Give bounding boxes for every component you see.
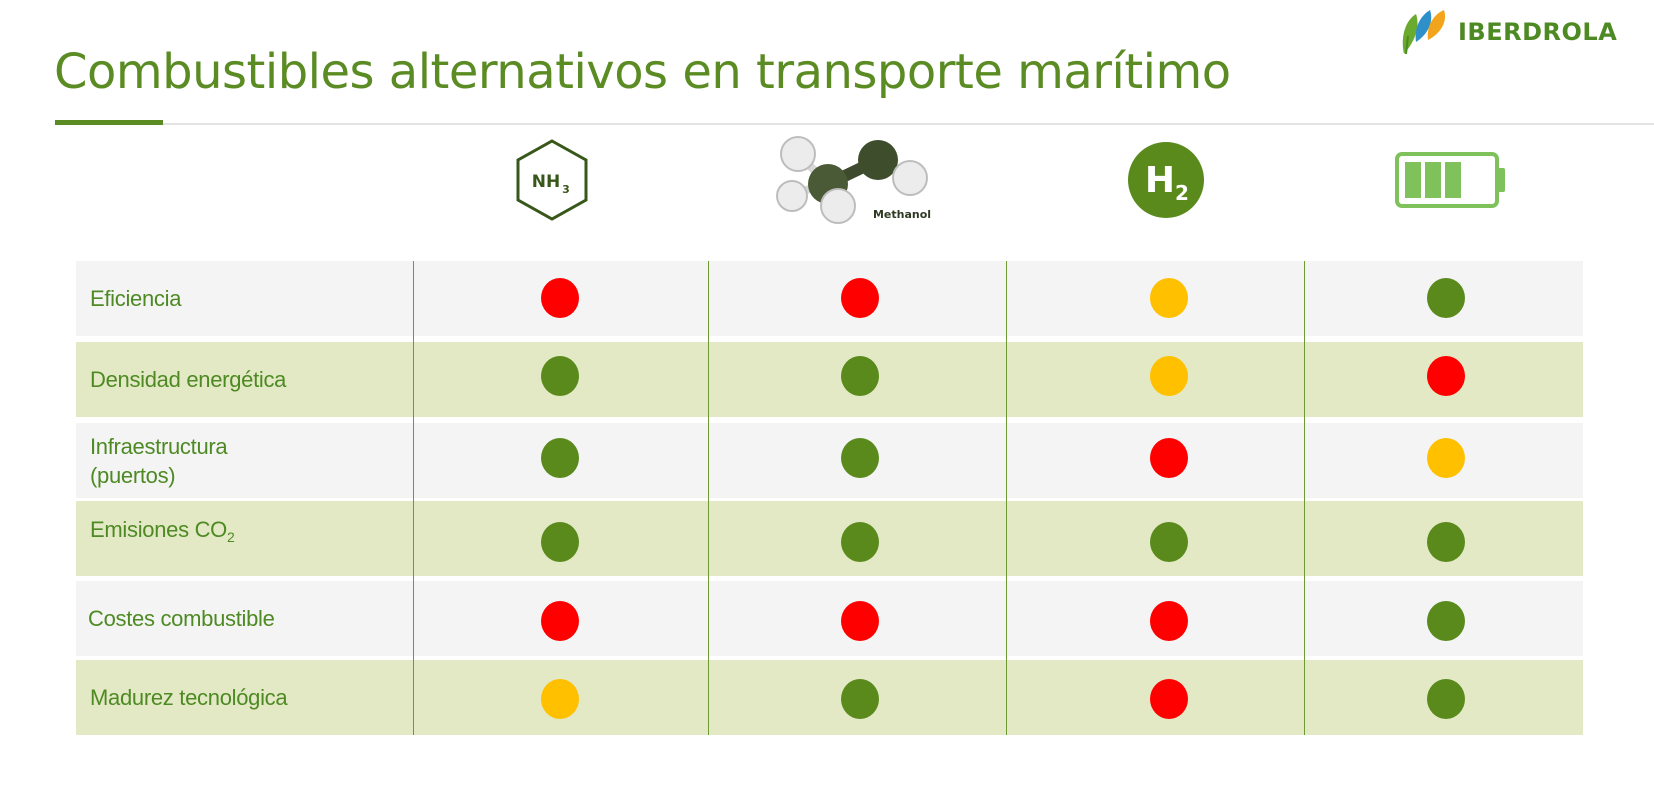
row-label: Densidad energética xyxy=(90,367,287,392)
battery-icon xyxy=(1392,132,1512,227)
ammonia-icon: NH 3 xyxy=(512,132,592,227)
row-label-line2: (puertos) xyxy=(90,462,176,488)
iberdrola-logo: IBERDROLA xyxy=(1398,6,1618,56)
table-row-densidad: Densidad energética xyxy=(76,342,1583,417)
column-divider xyxy=(708,261,709,735)
rating-dot-amarillo xyxy=(1150,356,1188,396)
row-label-subscript: 2 xyxy=(227,529,235,545)
table-row-eficiencia: Eficiencia xyxy=(76,261,1583,336)
logo-wordmark: IBERDROLA xyxy=(1458,18,1618,46)
page-title: Combustibles alternativos en transporte … xyxy=(54,44,1231,100)
comparison-table: Eficiencia Densidad energética Infraestr… xyxy=(76,261,1583,735)
row-label: Emisiones CO2 xyxy=(90,501,390,576)
rating-dot-verde xyxy=(541,438,579,478)
hydrogen-subscript: 2 xyxy=(1175,181,1189,205)
rating-dot-rojo xyxy=(1150,679,1188,719)
rating-dot-verde xyxy=(1427,679,1465,719)
rating-dot-rojo xyxy=(1150,601,1188,641)
column-divider xyxy=(413,261,414,735)
row-gap xyxy=(76,656,1583,662)
row-gap xyxy=(76,336,1583,342)
rating-dot-verde xyxy=(1427,278,1465,318)
row-label-line1: Infraestructura xyxy=(90,433,228,459)
rating-dot-verde xyxy=(841,356,879,396)
table-row-emisiones: Emisiones CO2 xyxy=(76,501,1583,576)
rating-dot-rojo xyxy=(541,278,579,318)
leaves-logo-icon xyxy=(1402,10,1446,55)
table-row-costes: Costes combustible xyxy=(76,581,1583,656)
row-label: Infraestructura (puertos) xyxy=(90,423,390,498)
column-divider xyxy=(1304,261,1305,735)
rating-dot-amarillo xyxy=(541,679,579,719)
rating-dot-verde xyxy=(841,679,879,719)
rating-dot-rojo xyxy=(541,601,579,641)
methanol-molecule-icon: Methanol xyxy=(770,132,940,227)
rating-dot-verde xyxy=(841,522,879,562)
rating-dot-verde xyxy=(1427,522,1465,562)
row-label-main: Emisiones CO xyxy=(90,517,227,542)
table-row-infraestructura: Infraestructura (puertos) xyxy=(76,423,1583,498)
title-divider xyxy=(55,123,1654,125)
rating-dot-rojo xyxy=(841,601,879,641)
rating-dot-amarillo xyxy=(1427,438,1465,478)
row-label: Eficiencia xyxy=(90,286,182,311)
rating-dot-amarillo xyxy=(1150,278,1188,318)
row-label: Madurez tecnológica xyxy=(90,685,288,710)
methanol-label: Methanol xyxy=(873,208,931,221)
hydrogen-icon: H 2 xyxy=(1126,132,1206,227)
rating-dot-verde xyxy=(841,438,879,478)
hydrogen-label: H xyxy=(1145,160,1175,201)
ammonia-label: NH xyxy=(532,172,560,192)
title-accent-bar xyxy=(55,120,163,125)
rating-dot-verde xyxy=(1150,522,1188,562)
rating-dot-rojo xyxy=(841,278,879,318)
column-divider xyxy=(1006,261,1007,735)
ammonia-subscript: 3 xyxy=(562,183,570,196)
rating-dot-verde xyxy=(1427,601,1465,641)
row-label: Costes combustible xyxy=(88,606,275,631)
table-row-madurez: Madurez tecnológica xyxy=(76,660,1583,735)
row-gap xyxy=(76,576,1583,582)
rating-dot-rojo xyxy=(1427,356,1465,396)
rating-dot-rojo xyxy=(1150,438,1188,478)
rating-dot-verde xyxy=(541,522,579,562)
row-gap xyxy=(76,417,1583,423)
rating-dot-verde xyxy=(541,356,579,396)
